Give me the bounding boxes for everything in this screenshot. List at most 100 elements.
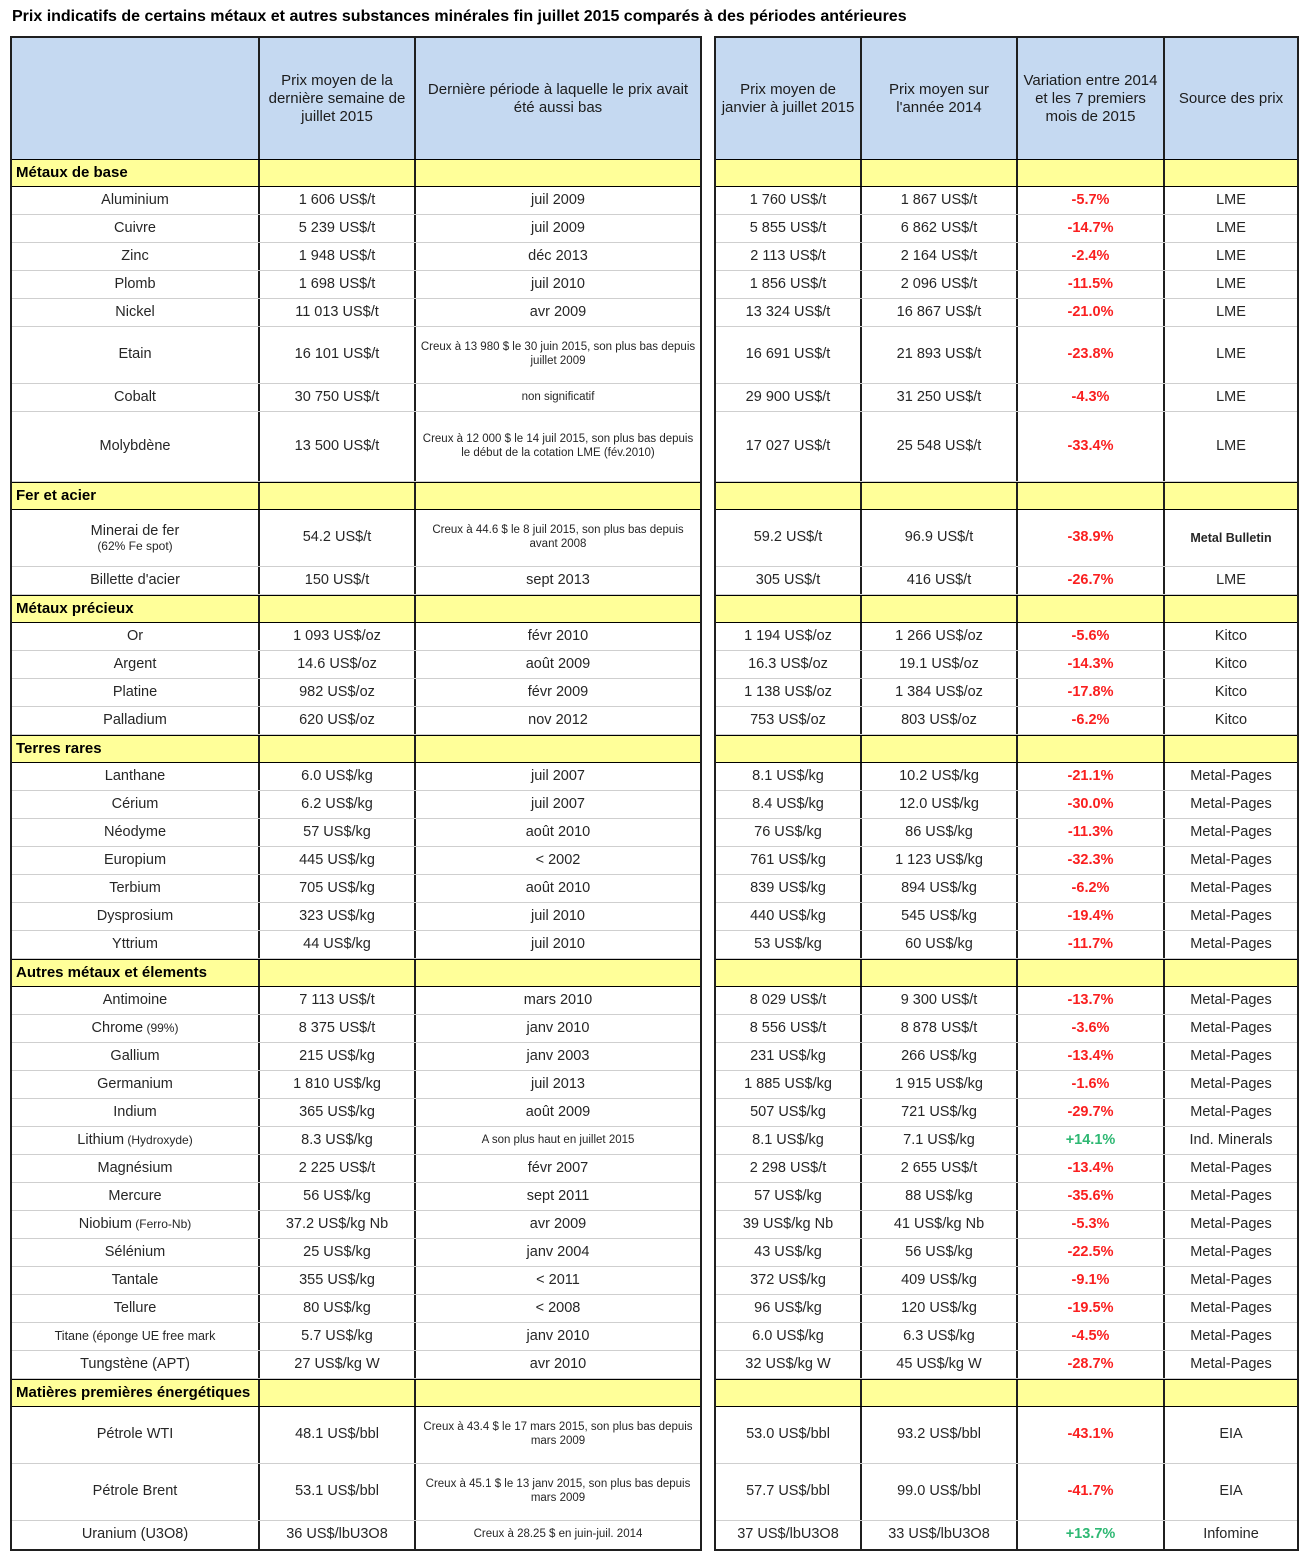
section-cell	[1165, 960, 1297, 986]
price-ytd-cell: 43 US$/kg	[716, 1239, 862, 1266]
table-row-left: Aluminium 1 606 US$/t juil 2009	[12, 187, 700, 215]
variation-cell: -11.3%	[1018, 819, 1165, 846]
header-row-right: Prix moyen de janvier à juillet 2015 Prix…	[716, 38, 1297, 159]
price-ytd-cell: 76 US$/kg	[716, 819, 862, 846]
price-2014-cell: 45 US$/kg W	[862, 1351, 1018, 1378]
table-row-left: Platine 982 US$/oz févr 2009	[12, 679, 700, 707]
table-row-left: Argent 14.6 US$/oz août 2009	[12, 651, 700, 679]
table-row-right: 37 US$/lbU3O8 33 US$/lbU3O8 +13.7% Infomine	[716, 1521, 1297, 1549]
section-cell	[716, 483, 862, 509]
section-cell	[416, 160, 700, 186]
table-row-right: 8.1 US$/kg 7.1 US$/kg +14.1% Ind. Minerals	[716, 1127, 1297, 1155]
table-row-left: Dysprosium 323 US$/kg juil 2010	[12, 903, 700, 931]
table-row-left: Tantale 355 US$/kg < 2011	[12, 1267, 700, 1295]
table-row-left: Sélénium 25 US$/kg janv 2004	[12, 1239, 700, 1267]
metal-name-cell: Plomb	[12, 271, 260, 298]
source-cell: LME	[1216, 346, 1246, 363]
price-2014-cell: 7.1 US$/kg	[862, 1127, 1018, 1154]
variation-cell: -26.7%	[1018, 567, 1165, 594]
section-row-right	[716, 482, 1297, 510]
price-ytd-cell: 8 556 US$/t	[716, 1015, 862, 1042]
section-cell	[716, 596, 862, 622]
metal-name-cell: Chrome (99%)	[12, 1015, 260, 1042]
variation-cell: -33.4%	[1018, 412, 1165, 481]
header-cell-week: Prix moyen de la dernière semaine de jui…	[260, 38, 416, 159]
table-row-left: Billette d'acier 150 US$/t sept 2013	[12, 567, 700, 595]
metal-name: Europium	[103, 851, 167, 868]
metal-name-cell: Palladium	[12, 707, 260, 734]
table-row-right: 231 US$/kg 266 US$/kg -13.4% Metal-Pages	[716, 1043, 1297, 1071]
metal-name-cell: Uranium (U3O8)	[12, 1521, 260, 1549]
lowest-period-cell: avr 2010	[529, 1355, 587, 1372]
variation-cell: -14.7%	[1018, 215, 1165, 242]
table-row-left: Tellure 80 US$/kg < 2008	[12, 1295, 700, 1323]
variation-cell: -11.7%	[1018, 931, 1165, 958]
lowest-period-cell: févr 2007	[527, 1159, 589, 1176]
table-row-right: 440 US$/kg 545 US$/kg -19.4% Metal-Pages	[716, 903, 1297, 931]
price-2014-cell: 2 655 US$/t	[862, 1155, 1018, 1182]
metal-name: Néodyme	[103, 823, 167, 840]
section-cell	[416, 596, 700, 622]
variation-cell: -32.3%	[1018, 847, 1165, 874]
section-cell	[1165, 160, 1297, 186]
section-cell	[416, 960, 700, 986]
source-cell: Metal-Pages	[1190, 907, 1272, 924]
section-cell	[1165, 736, 1297, 762]
metal-name-cell: Niobium (Ferro-Nb)	[12, 1211, 260, 1238]
source-cell: LME	[1216, 437, 1246, 454]
price-ytd-cell: 2 298 US$/t	[716, 1155, 862, 1182]
table-row-left: Palladium 620 US$/oz nov 2012	[12, 707, 700, 735]
table-row-left: Gallium 215 US$/kg janv 2003	[12, 1043, 700, 1071]
section-label: Autres métaux et élements	[12, 960, 260, 986]
table-row-right: 1 885 US$/kg 1 915 US$/kg -1.6% Metal-Pages	[716, 1071, 1297, 1099]
source-cell: Metal-Pages	[1190, 1019, 1272, 1036]
price-table-left: Prix moyen de la dernière semaine de jui…	[10, 36, 702, 1551]
price-week-cell: 11 013 US$/t	[260, 299, 416, 326]
table-row-right: 57.7 US$/bbl 99.0 US$/bbl -41.7% EIA	[716, 1464, 1297, 1521]
price-ytd-cell: 39 US$/kg Nb	[716, 1211, 862, 1238]
price-week-cell: 37.2 US$/kg Nb	[260, 1211, 416, 1238]
metal-name: Germanium	[97, 1075, 173, 1092]
lowest-period-cell: août 2010	[525, 879, 591, 896]
table-row-right: 59.2 US$/t 96.9 US$/t -38.9% Metal Bulletin	[716, 510, 1297, 567]
section-cell	[862, 483, 1018, 509]
price-ytd-cell: 761 US$/kg	[716, 847, 862, 874]
variation-cell: -17.8%	[1018, 679, 1165, 706]
metal-name-cell: Tantale	[12, 1267, 260, 1294]
metal-name-cell: Terbium	[12, 875, 260, 902]
source-cell: Kitco	[1214, 627, 1248, 644]
section-row-right	[716, 1379, 1297, 1407]
variation-cell: -19.5%	[1018, 1295, 1165, 1322]
metal-name: Platine	[112, 683, 158, 700]
price-week-cell: 982 US$/oz	[260, 679, 416, 706]
source-cell: LME	[1216, 571, 1246, 588]
metal-name: Tantale	[111, 1271, 159, 1288]
lowest-period-cell: juil 2013	[530, 1075, 585, 1092]
source-cell: Metal-Pages	[1190, 795, 1272, 812]
price-2014-cell: 31 250 US$/t	[862, 384, 1018, 411]
metal-name: Cérium	[111, 795, 159, 812]
metal-name: Lithium (Hydroxyde)	[77, 1131, 193, 1148]
source-cell: Metal-Pages	[1190, 823, 1272, 840]
section-cell	[260, 160, 416, 186]
lowest-period-cell: avr 2009	[529, 1215, 587, 1232]
lowest-period-cell: non significatif	[521, 390, 595, 403]
metal-name: Plomb	[114, 275, 156, 292]
source-cell: Metal-Pages	[1190, 1355, 1272, 1372]
table-row-left: Europium 445 US$/kg < 2002	[12, 847, 700, 875]
source-cell: Metal-Pages	[1190, 935, 1272, 952]
source-cell: Metal-Pages	[1190, 1299, 1272, 1316]
table-row-left: Or 1 093 US$/oz févr 2010	[12, 623, 700, 651]
metal-name-cell: Magnésium	[12, 1155, 260, 1182]
metal-name-cell: Billette d'acier	[12, 567, 260, 594]
variation-cell: -38.9%	[1018, 510, 1165, 566]
metal-name: Mercure	[108, 1187, 162, 1204]
header-cell-name	[12, 38, 260, 159]
price-2014-cell: 416 US$/t	[862, 567, 1018, 594]
price-2014-cell: 16 867 US$/t	[862, 299, 1018, 326]
price-ytd-cell: 1 194 US$/oz	[716, 623, 862, 650]
price-2014-cell: 409 US$/kg	[862, 1267, 1018, 1294]
price-week-cell: 16 101 US$/t	[260, 327, 416, 383]
price-week-cell: 1 810 US$/kg	[260, 1071, 416, 1098]
